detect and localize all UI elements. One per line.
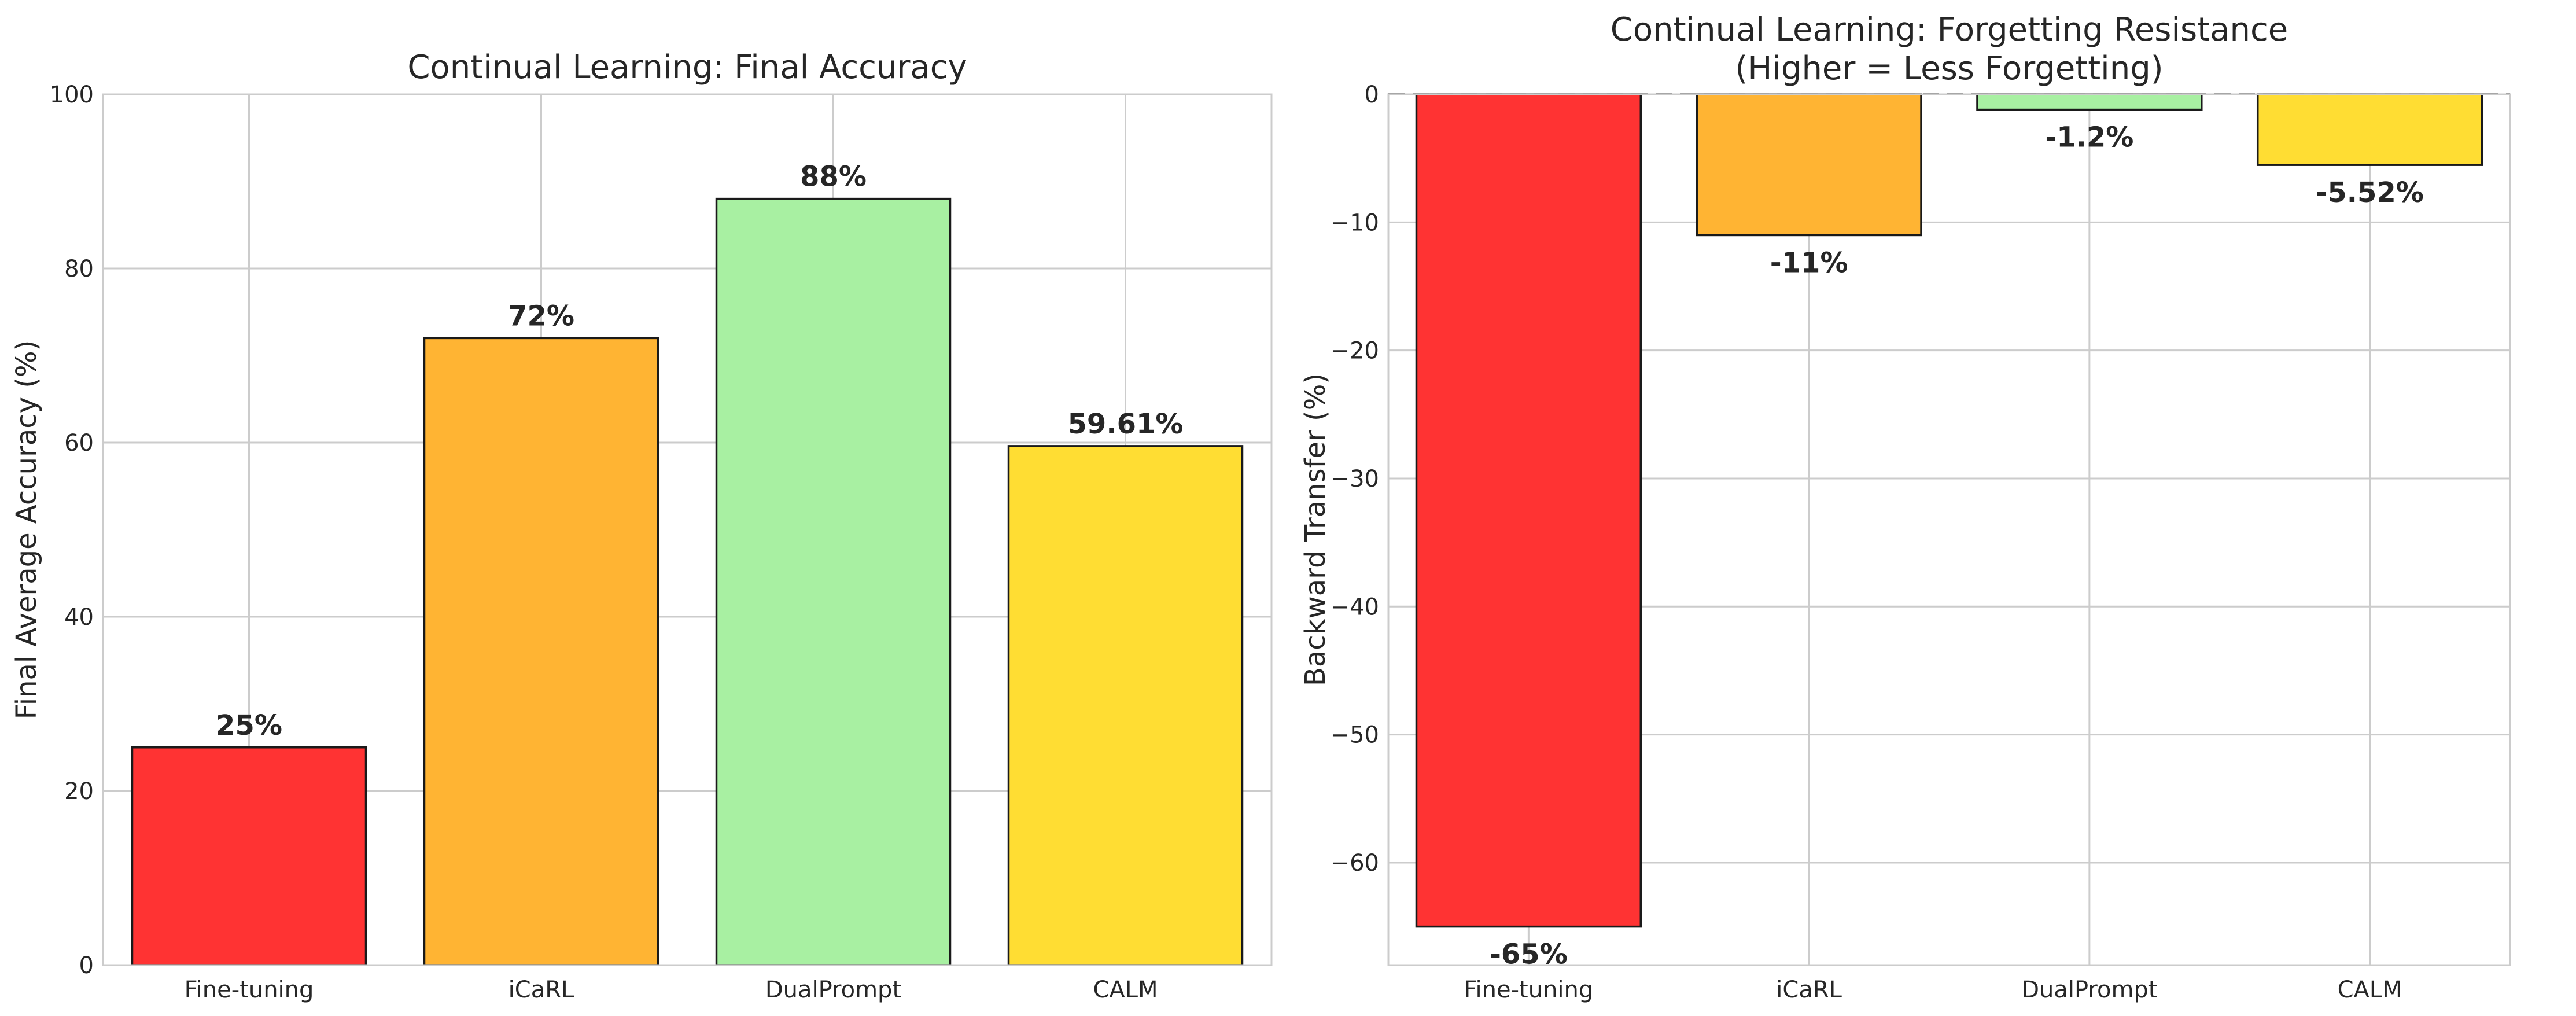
y-tick-label: −20 [1331,338,1379,365]
plot-frame [1387,93,2511,966]
data-label: 59.61% [1068,408,1184,440]
data-label: 25% [216,709,282,742]
y-axis-label: Final Average Accuracy (%) [10,340,43,720]
y-tick-label: 40 [64,604,94,631]
x-tick-label: DualPrompt [765,977,901,1003]
y-tick-label: 100 [50,82,94,108]
data-label: 72% [508,300,574,332]
data-label: 88% [800,161,867,193]
chart-panel-1: 25% 72% 88% 59.61% 0 20 40 60 80 100 Fine-tuning iC… [10,49,1273,1003]
y-tick-label: 60 [64,430,94,457]
x-tick-label: Fine-tuning [1464,977,1593,1003]
chart-title: Continual Learning: Final Accuracy [407,49,967,86]
x-tick-label: Fine-tuning [185,977,314,1003]
bar-icarl [1696,93,1922,237]
y-tick-label: −50 [1331,722,1379,749]
chart-title: Continual Learning: Forgetting Resistanc… [1611,11,2288,49]
bar-dualprompt [1976,93,2203,111]
y-tick-label: −40 [1331,594,1379,620]
y-axis-label: Backward Transfer (%) [1299,373,1332,686]
y-tick-label: 0 [79,952,94,979]
y-tick-label: −10 [1331,209,1379,236]
bar-calm [1007,445,1244,966]
y-tick-label: −30 [1331,466,1379,492]
data-label: -65% [1490,938,1568,971]
y-tick-label: −60 [1331,850,1379,877]
bar-fine-tuning [1415,93,1642,928]
bar-fine-tuning [131,746,367,966]
data-label: -1.2% [2045,122,2133,154]
data-label: -11% [1770,246,1848,279]
chart-panel-2: -65% -11% -1.2% -5.52% 0 −10 −20 −30 −40 −50 −60 Fi… [1299,11,2511,1003]
y-tick-label: 0 [1365,82,1379,108]
y-tick-label: 20 [64,778,94,805]
y-tick-label: 80 [64,256,94,282]
chart-subtitle: (Higher = Less Forgetting) [1735,50,2163,87]
x-tick-label: CALM [2338,977,2402,1003]
bar-dualprompt [715,197,952,966]
data-label: -5.52% [2316,176,2423,209]
bar-icarl [423,337,659,966]
x-tick-label: iCaRL [508,977,574,1003]
x-tick-label: CALM [1093,977,1158,1003]
x-tick-label: iCaRL [1776,977,1842,1003]
bar-calm [2256,93,2483,166]
x-tick-label: DualPrompt [2021,977,2157,1003]
plot-frame [102,93,1273,966]
